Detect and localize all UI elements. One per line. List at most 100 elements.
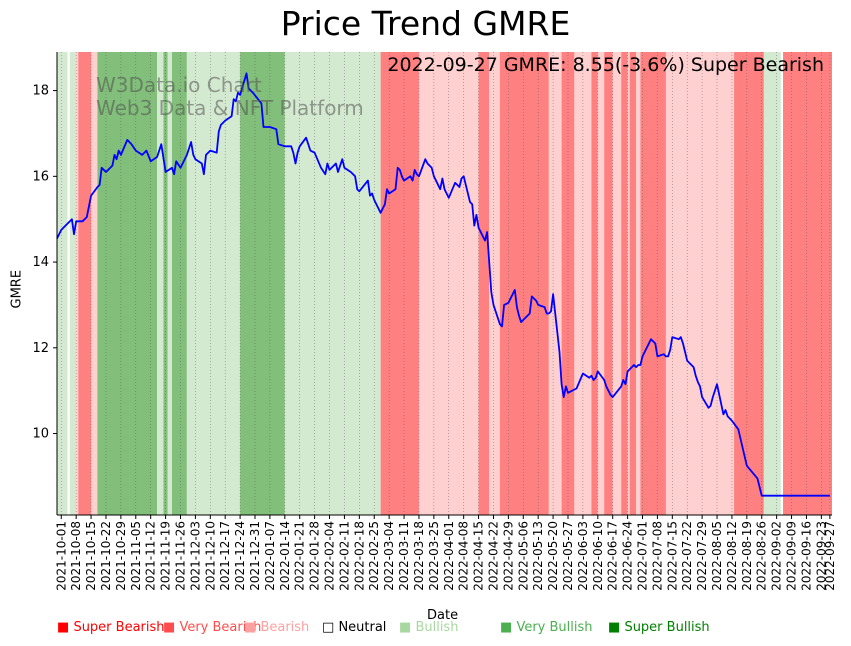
sentiment-band — [78, 52, 92, 515]
x-tick-label: 2022-04-29 — [501, 521, 515, 591]
sentiment-band — [591, 52, 598, 515]
x-tick-label: 2022-07-22 — [680, 521, 694, 591]
sentiment-band — [380, 52, 419, 515]
x-tick-label: 2022-02-04 — [323, 521, 337, 591]
watermark-line-1: W3Data.io Chart — [96, 73, 262, 97]
sentiment-band — [604, 52, 613, 515]
sentiment-band — [640, 52, 666, 515]
sentiment-band — [621, 52, 628, 515]
x-tick-label: 2022-03-04 — [382, 521, 396, 591]
sentiment-band — [763, 52, 781, 515]
y-tick-label: 10 — [32, 427, 49, 442]
x-tick-label: 2022-02-11 — [337, 521, 351, 591]
x-tick-label: 2022-01-07 — [263, 521, 277, 591]
status-annotation: 2022-09-27 GMRE: 8.55(-3.6%) Super Beari… — [387, 54, 824, 76]
x-tick-label: 2022-03-18 — [412, 521, 426, 591]
x-tick-label: 2022-09-16 — [799, 521, 813, 591]
legend-neutral: □ Neutral — [322, 620, 387, 635]
x-tick-label: 2022-02-18 — [352, 521, 366, 591]
legend-label: Super Bullish — [624, 620, 710, 635]
x-tick-label: 2021-11-05 — [129, 521, 143, 591]
legend-bearish: ■ Bearish — [244, 620, 310, 635]
y-tick-label: 16 — [32, 169, 49, 184]
legend-super-bullish: ■ Super Bullish — [608, 620, 710, 635]
x-tick-label: 2022-03-25 — [427, 521, 441, 591]
x-tick-label: 2021-12-31 — [248, 521, 262, 591]
legend-label: Neutral — [338, 620, 387, 635]
x-tick-label: 2022-05-27 — [561, 521, 575, 591]
sentiment-band — [171, 52, 187, 515]
x-tick-label: 2022-09-02 — [770, 521, 784, 591]
sentiment-band — [67, 52, 70, 515]
x-tick-label: 2021-12-10 — [203, 521, 217, 591]
y-tick-label: 18 — [32, 84, 49, 99]
x-tick-label: 2021-10-01 — [54, 521, 68, 591]
x-tick-label: 2022-06-17 — [606, 521, 620, 591]
sentiment-band — [284, 52, 313, 515]
sentiment-band — [57, 52, 68, 515]
x-tick-label: 2022-07-15 — [665, 521, 679, 591]
x-tick-label: 2021-11-12 — [144, 521, 158, 591]
x-tick-label: 2021-10-08 — [69, 521, 83, 591]
x-tick-label: 2021-12-24 — [233, 521, 247, 591]
legend-super-bearish: ■ Super Bearish — [57, 620, 165, 635]
sentiment-band — [431, 52, 479, 515]
legend-bullish: ■ Bullish — [399, 620, 459, 635]
x-tick-label: 2022-08-05 — [710, 521, 724, 591]
sentiment-band — [612, 52, 622, 515]
y-tick-label: 14 — [32, 255, 49, 270]
x-tick-label: 2022-02-25 — [367, 521, 381, 591]
watermark-line-2: Web3 Data & NFT Platform — [96, 96, 364, 120]
x-tick-label: 2022-04-15 — [472, 521, 486, 591]
x-tick-label: 2021-10-29 — [114, 521, 128, 591]
legend-label: Very Bullish — [516, 620, 593, 635]
sentiment-band — [76, 52, 79, 515]
y-axis-label: GMRE — [9, 269, 25, 309]
x-tick-label: 2021-10-22 — [99, 521, 113, 591]
x-tick-label: 2022-07-01 — [636, 521, 650, 591]
x-tick-label: 2022-09-23 — [814, 521, 828, 591]
sentiment-band — [499, 52, 549, 515]
sentiment-band — [157, 52, 164, 515]
y-tick-label: 12 — [32, 341, 49, 356]
chart-title: Price Trend GMRE — [280, 4, 571, 43]
x-tick-label: 2021-11-26 — [173, 521, 187, 591]
x-tick-label: 2021-10-15 — [84, 521, 98, 591]
x-tick-label: 2022-03-11 — [397, 521, 411, 591]
x-axis-label: Date — [427, 608, 459, 623]
x-tick-label: 2021-12-03 — [188, 521, 202, 591]
sentiment-band — [240, 52, 285, 515]
x-tick-label: 2022-07-08 — [650, 521, 664, 591]
x-tick-label: 2021-12-17 — [218, 521, 232, 591]
sentiment-band — [91, 52, 98, 515]
legend-label: Bullish — [415, 620, 459, 635]
sentiment-band — [186, 52, 241, 515]
sentiment-band — [780, 52, 784, 515]
legend-very-bullish: ■ Very Bullish — [500, 620, 593, 635]
sentiment-band — [69, 52, 77, 515]
x-tick-label: 2022-09-09 — [785, 521, 799, 591]
sentiment-band — [629, 52, 637, 515]
sentiment-band — [627, 52, 630, 515]
sentiment-band — [636, 52, 641, 515]
sentiment-band — [489, 52, 500, 515]
legend-label: Very Bearish — [179, 620, 262, 635]
x-tick-label: 2022-06-03 — [576, 521, 590, 591]
x-tick-label: 2022-04-22 — [486, 521, 500, 591]
x-tick-label: 2022-07-29 — [695, 521, 709, 591]
x-tick-label: 2022-01-14 — [278, 521, 292, 591]
x-tick-label: 2022-01-28 — [308, 521, 322, 591]
sentiment-band — [418, 52, 432, 515]
x-tick-label: 2022-08-26 — [755, 521, 769, 591]
sentiment-band — [312, 52, 381, 515]
sentiment-band — [97, 52, 158, 515]
x-tick-label: 2022-05-06 — [516, 521, 530, 591]
price-line — [56, 72, 830, 497]
x-tick-label: 2022-09-27 — [823, 521, 837, 591]
sentiment-band — [734, 52, 764, 515]
legend-label: Super Bearish — [73, 620, 165, 635]
x-tick-label: 2021-11-19 — [159, 521, 173, 591]
sentiment-band — [478, 52, 490, 515]
sentiment-band — [665, 52, 735, 515]
